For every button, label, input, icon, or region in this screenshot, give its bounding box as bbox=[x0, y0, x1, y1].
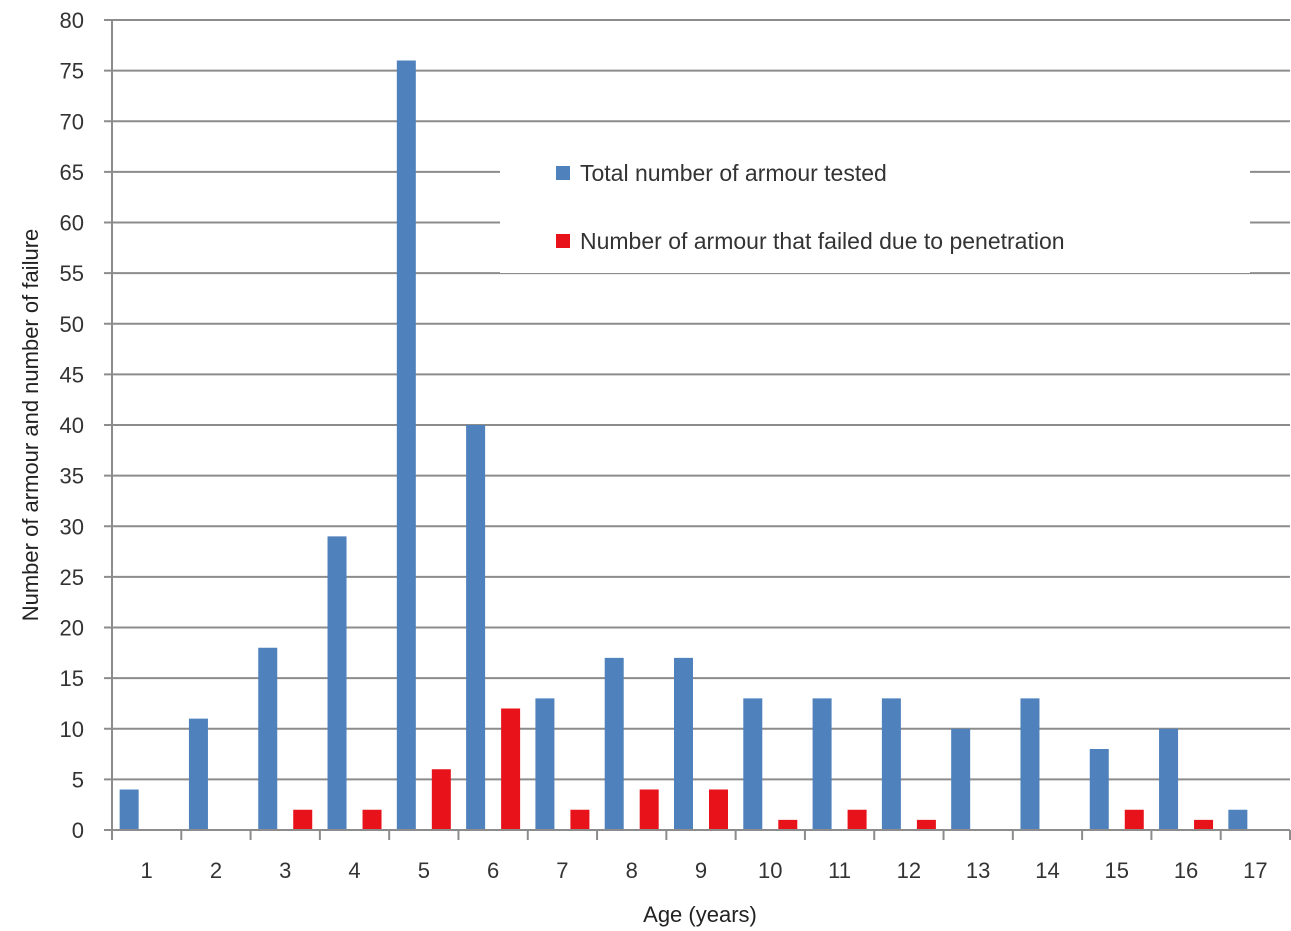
bar-total-tested bbox=[466, 425, 486, 830]
bar-total-tested bbox=[604, 657, 624, 830]
x-tick-label: 9 bbox=[695, 858, 707, 883]
y-tick-label: 15 bbox=[60, 666, 84, 691]
x-tick-label: 11 bbox=[828, 858, 851, 883]
bar-total-tested bbox=[327, 536, 347, 830]
gridlines bbox=[104, 19, 1290, 831]
bar-total-tested bbox=[535, 698, 555, 830]
bar-total-tested bbox=[1020, 698, 1040, 830]
x-tick-label: 16 bbox=[1174, 858, 1198, 883]
bar-total-tested bbox=[1228, 809, 1248, 830]
x-tick-label: 12 bbox=[897, 858, 921, 883]
y-tick-label: 5 bbox=[72, 767, 84, 792]
bar-failed-penetration bbox=[501, 708, 521, 830]
y-tick-label: 65 bbox=[60, 160, 84, 185]
y-tick-label: 50 bbox=[60, 312, 84, 337]
x-tick-label: 17 bbox=[1243, 858, 1267, 883]
bar-total-tested bbox=[119, 789, 139, 830]
bar-failed-penetration bbox=[709, 789, 728, 830]
legend-swatch-failed bbox=[556, 234, 570, 248]
y-axis-label: Number of armour and number of failure bbox=[18, 229, 43, 622]
bar-failed-penetration bbox=[916, 819, 936, 830]
x-tick-label: 14 bbox=[1035, 858, 1059, 883]
bar-total-tested bbox=[743, 698, 763, 830]
x-axis-label: Age (years) bbox=[643, 902, 757, 927]
y-tick-label: 70 bbox=[60, 109, 84, 134]
bar-failed-penetration bbox=[293, 809, 313, 830]
x-tick-label: 13 bbox=[966, 858, 990, 883]
bar-total-tested bbox=[1159, 728, 1179, 830]
x-tick-label: 2 bbox=[210, 858, 222, 883]
bar-total-tested bbox=[188, 718, 208, 830]
x-tick-label: 5 bbox=[418, 858, 430, 883]
bar-failed-penetration bbox=[639, 789, 659, 830]
bar-failed-penetration bbox=[847, 809, 867, 830]
bar-failed-penetration bbox=[431, 769, 451, 830]
legend-label-failed: Number of armour that failed due to pene… bbox=[580, 228, 1065, 254]
y-tick-label: 20 bbox=[60, 616, 84, 641]
bar-total-tested bbox=[812, 698, 832, 830]
x-tick-label: 6 bbox=[487, 858, 499, 883]
y-tick-label: 10 bbox=[60, 717, 84, 742]
x-tick-label: 4 bbox=[348, 858, 360, 883]
y-tick-label: 25 bbox=[60, 565, 84, 590]
axes bbox=[111, 20, 1291, 840]
bars bbox=[119, 60, 1248, 830]
y-tick-label: 0 bbox=[72, 818, 84, 843]
y-tick-label: 75 bbox=[60, 59, 84, 84]
x-tick-label: 10 bbox=[758, 858, 782, 883]
legend-label-total: Total number of armour tested bbox=[580, 160, 887, 186]
bar-total-tested bbox=[396, 60, 416, 830]
bar-total-tested bbox=[1089, 749, 1109, 830]
bar-failed-penetration bbox=[362, 809, 382, 830]
x-tick-labels: 1 2 3 4 5 6 7 8 9 10 11 12 13 14 15 16 17 bbox=[141, 858, 1268, 883]
x-tick-label: 3 bbox=[279, 858, 291, 883]
x-tick-label: 8 bbox=[626, 858, 638, 883]
legend: Total number of armour tested Number of … bbox=[500, 135, 1250, 273]
y-tick-labels: 0 5 10 15 20 25 30 35 40 45 50 55 60 65 70 75 80 bbox=[60, 8, 84, 843]
bar-total-tested bbox=[258, 647, 278, 830]
bar-total-tested bbox=[951, 728, 971, 830]
bar-failed-penetration bbox=[1124, 809, 1144, 830]
y-tick-label: 80 bbox=[60, 8, 84, 33]
y-tick-label: 45 bbox=[60, 362, 84, 387]
bar-failed-penetration bbox=[570, 809, 590, 830]
x-tick-label: 7 bbox=[556, 858, 568, 883]
y-tick-label: 35 bbox=[60, 464, 84, 489]
bar-failed-penetration bbox=[778, 819, 798, 830]
legend-background bbox=[500, 135, 1250, 273]
bar-total-tested bbox=[881, 698, 901, 830]
x-tick-label: 15 bbox=[1105, 858, 1129, 883]
y-tick-label: 30 bbox=[60, 514, 84, 539]
x-tick-label: 1 bbox=[141, 858, 153, 883]
bar-failed-penetration bbox=[1194, 819, 1214, 830]
y-tick-label: 40 bbox=[60, 413, 84, 438]
legend-swatch-total bbox=[556, 166, 570, 180]
bar-total-tested bbox=[674, 657, 693, 830]
y-tick-label: 60 bbox=[60, 211, 84, 236]
y-tick-label: 55 bbox=[60, 261, 84, 286]
